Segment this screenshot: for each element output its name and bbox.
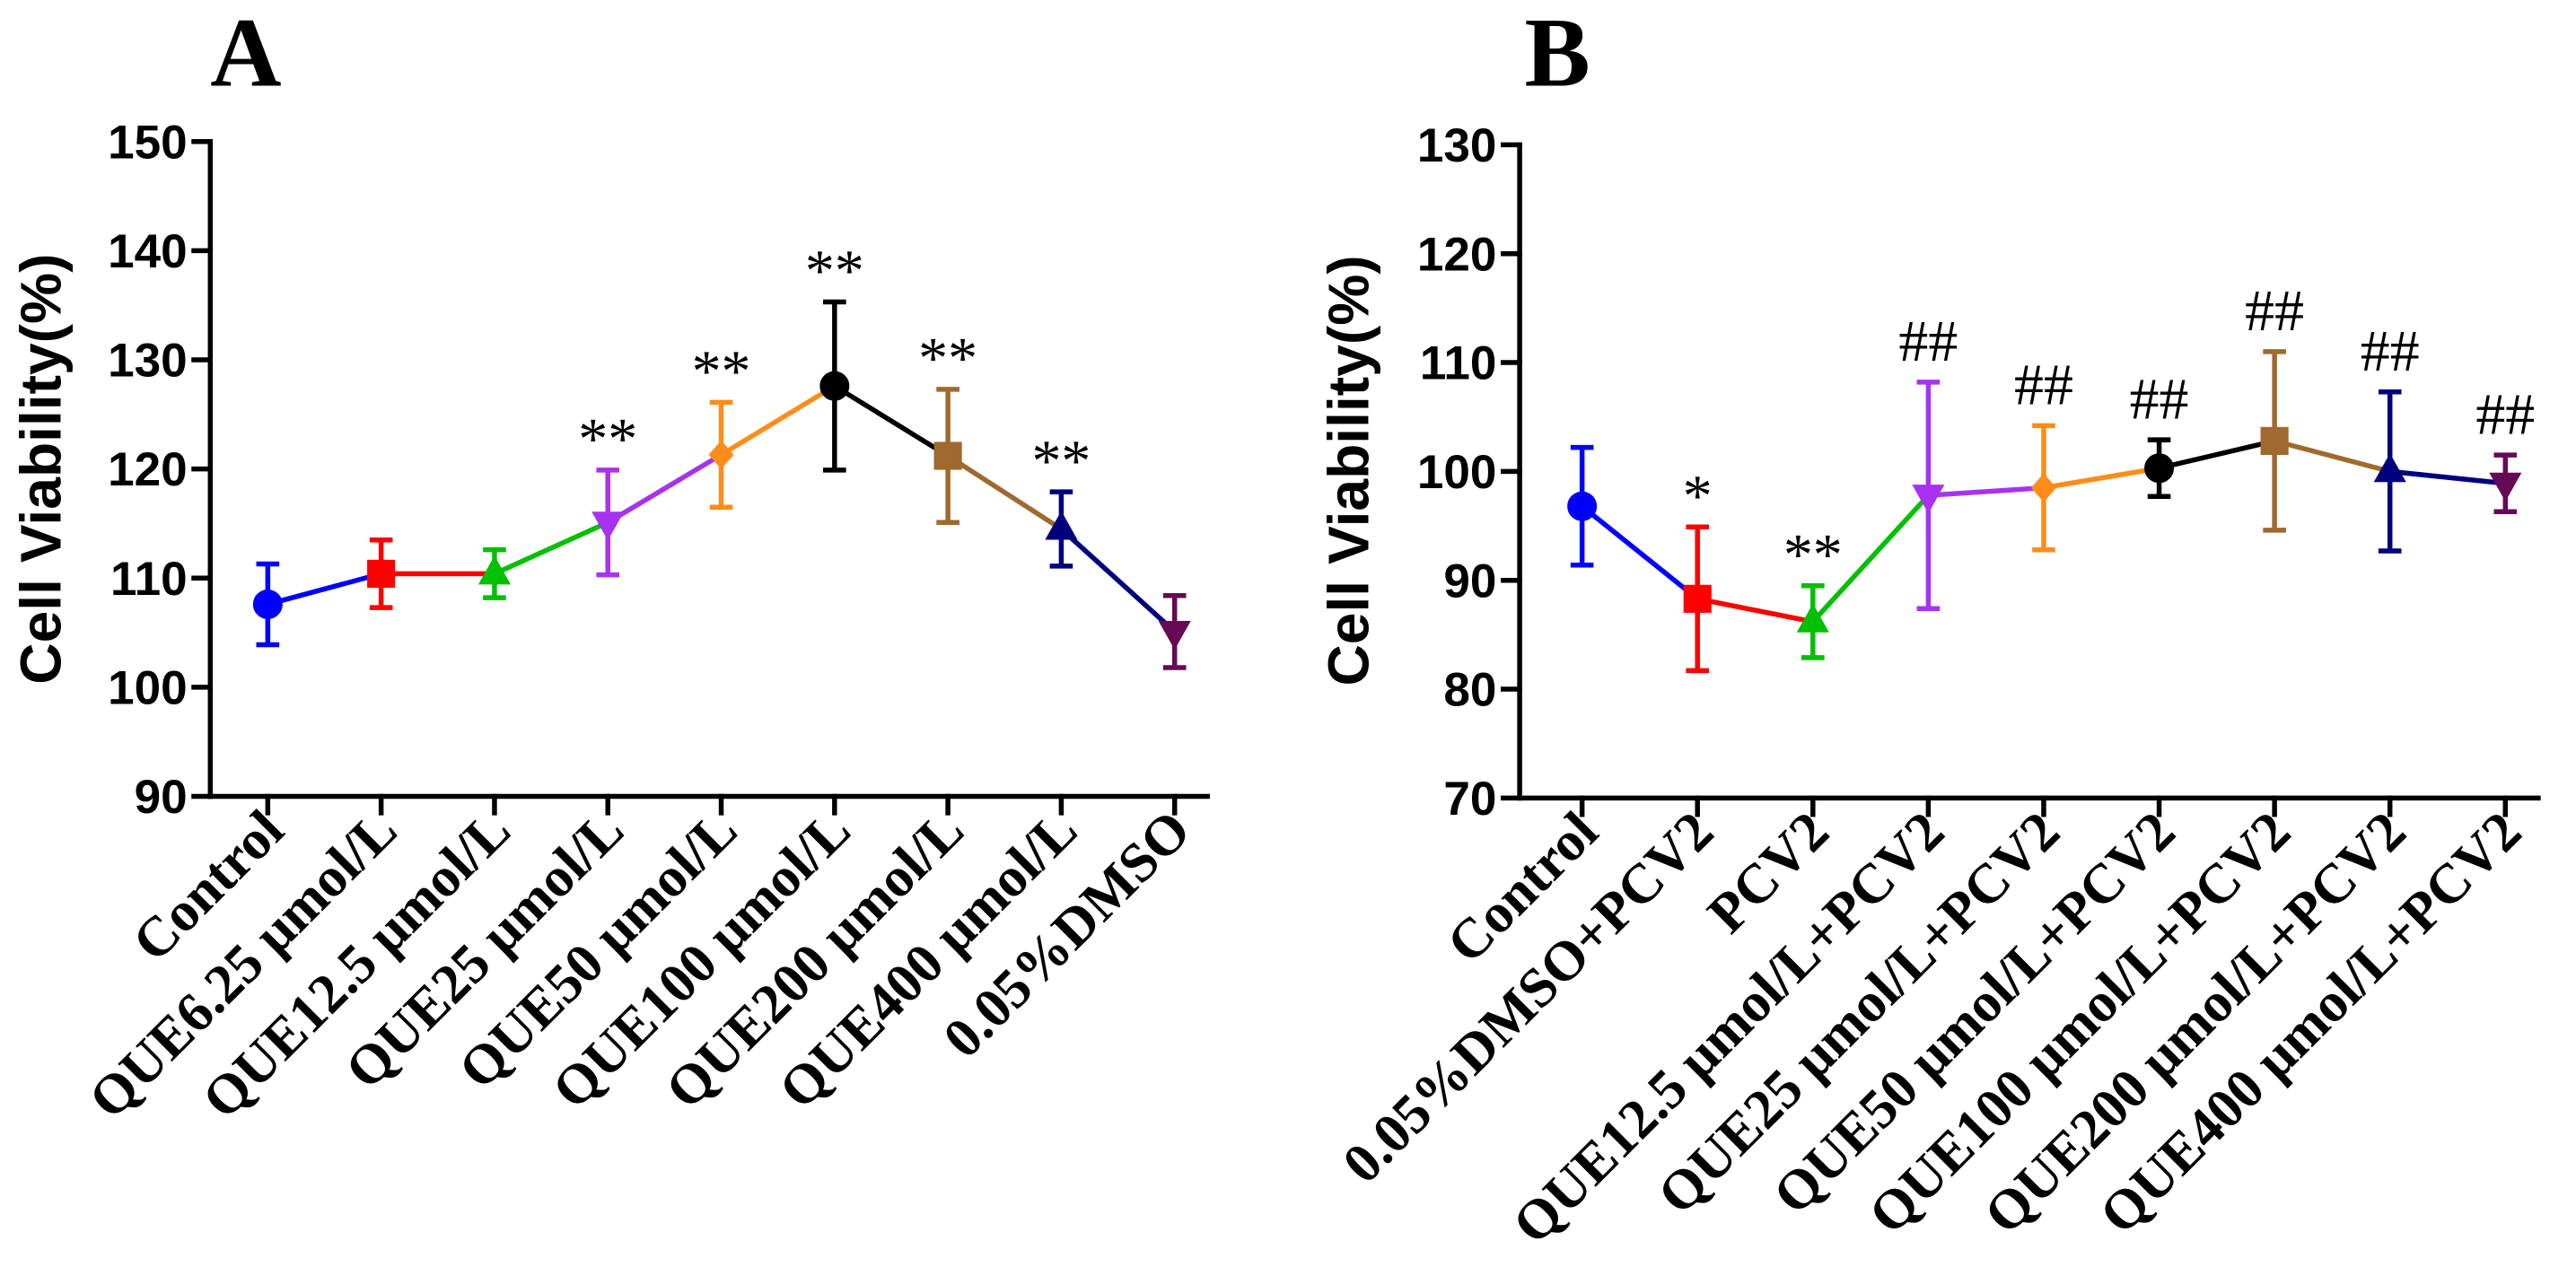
panel-b-annotation-2: **: [1783, 522, 1843, 588]
panel-a-line-segment-2: [493, 520, 609, 576]
panel-a-point-0: [252, 589, 283, 619]
panel-a-y-tick-label-3: 120: [108, 443, 188, 496]
panel-b-y-tick-label-5: 120: [1417, 228, 1497, 281]
panel-b-annotation-6: ##: [2245, 278, 2304, 344]
panel-a-y-tick-label-2: 110: [110, 553, 188, 606]
panel-a-point-5: [819, 371, 850, 401]
panel-b-line-segment-4: [2043, 466, 2160, 491]
panel-a-label: A: [210, 0, 281, 107]
panel-b-point-5: [2144, 453, 2175, 484]
panel-b-label: B: [1525, 0, 1590, 107]
panel-a-line-segment-5: [833, 383, 950, 459]
panel-b-point-4: [2030, 473, 2056, 502]
panel-a-point-3: [591, 511, 625, 541]
panel-b-y-tick-label-3: 100: [1417, 446, 1497, 499]
panel-a-point-8: [1158, 620, 1191, 651]
panel-a-line-segment-4: [720, 383, 837, 458]
panel-a-y-tick-label-6: 150: [108, 116, 188, 169]
panel-b-y-axis-title: Cell Viability(%): [1317, 255, 1381, 686]
panel-a-y-tick-label-4: 130: [108, 335, 188, 388]
panel-b-line-segment-6: [2274, 438, 2391, 475]
panel-b-annotation-3: ##: [1898, 309, 1958, 374]
panel-b-line-segment-1: [1696, 596, 1814, 625]
panel-b-line-segment-2: [1810, 494, 1931, 624]
panel-a-point-7: [1045, 511, 1078, 540]
panel-b-point-1: [1683, 584, 1712, 613]
panel-b-point-8: [2489, 472, 2522, 502]
panel-b-y-tick-label-2: 90: [1443, 555, 1496, 607]
panel-a-annotation-7: **: [1031, 428, 1091, 494]
panel-b-line-segment-0: [1580, 504, 1699, 601]
panel-b-line-segment-7: [2389, 468, 2506, 486]
panel-b-point-6: [2260, 426, 2289, 455]
panel-b-point-7: [2373, 453, 2406, 483]
panel-a: A Cell Viability(%) 90 100 110 120 130 140 150…: [9, 0, 1211, 1131]
panel-b-point-3: [1912, 485, 1945, 514]
panel-a-y-tick-label-5: 140: [108, 225, 188, 278]
panel-b-y-tick-label-6: 130: [1417, 119, 1497, 172]
panel-a-point-6: [933, 441, 962, 470]
panel-b-y-tick-label-0: 70: [1443, 773, 1496, 826]
panel-a-annotation-5: **: [805, 239, 864, 304]
panel-b-point-0: [1567, 491, 1598, 521]
panel-a-point-2: [478, 555, 511, 585]
panel-b-y-tick-label-1: 80: [1443, 664, 1496, 717]
panel-b-annotation-4: ##: [2014, 353, 2073, 418]
panel-b-annotation-7: ##: [2361, 319, 2420, 384]
panel-a-y-tick-label-1: 100: [108, 661, 188, 714]
panel-a-point-4: [708, 440, 734, 469]
panel-a-line-segment-3: [606, 452, 723, 525]
panel-b-point-2: [1796, 603, 1829, 633]
panel-a-y-axis-title: Cell Viability(%): [9, 254, 74, 685]
panel-a-annotation-6: **: [918, 326, 977, 391]
panel-a-y-tick-label-0: 90: [135, 771, 188, 824]
panel-b-y-tick-label-4: 110: [1420, 337, 1497, 390]
panel-a-annotation-3: **: [578, 406, 637, 472]
panel-b-annotation-1: *: [1683, 463, 1713, 529]
panel-b-annotation-5: ##: [2130, 366, 2189, 432]
panel-b-annotation-8: ##: [2475, 381, 2535, 447]
panel-a-annotation-4: **: [692, 339, 751, 405]
panel-b-plot-area: 708090100110120130Control0.05%DMSO+PCV2P…: [1331, 119, 2541, 1255]
panel-b-line-segment-5: [2158, 438, 2275, 471]
panel-b: B Cell Viability(%) 708090100110120130Co…: [1317, 0, 2541, 1255]
panel-a-line-segment-6: [946, 453, 1063, 531]
panel-b-line-segment-3: [1928, 485, 2045, 498]
panel-a-line-segment-7: [1059, 527, 1177, 634]
panel-a-line-segment-0: [267, 571, 382, 607]
panel-a-point-1: [367, 559, 396, 588]
